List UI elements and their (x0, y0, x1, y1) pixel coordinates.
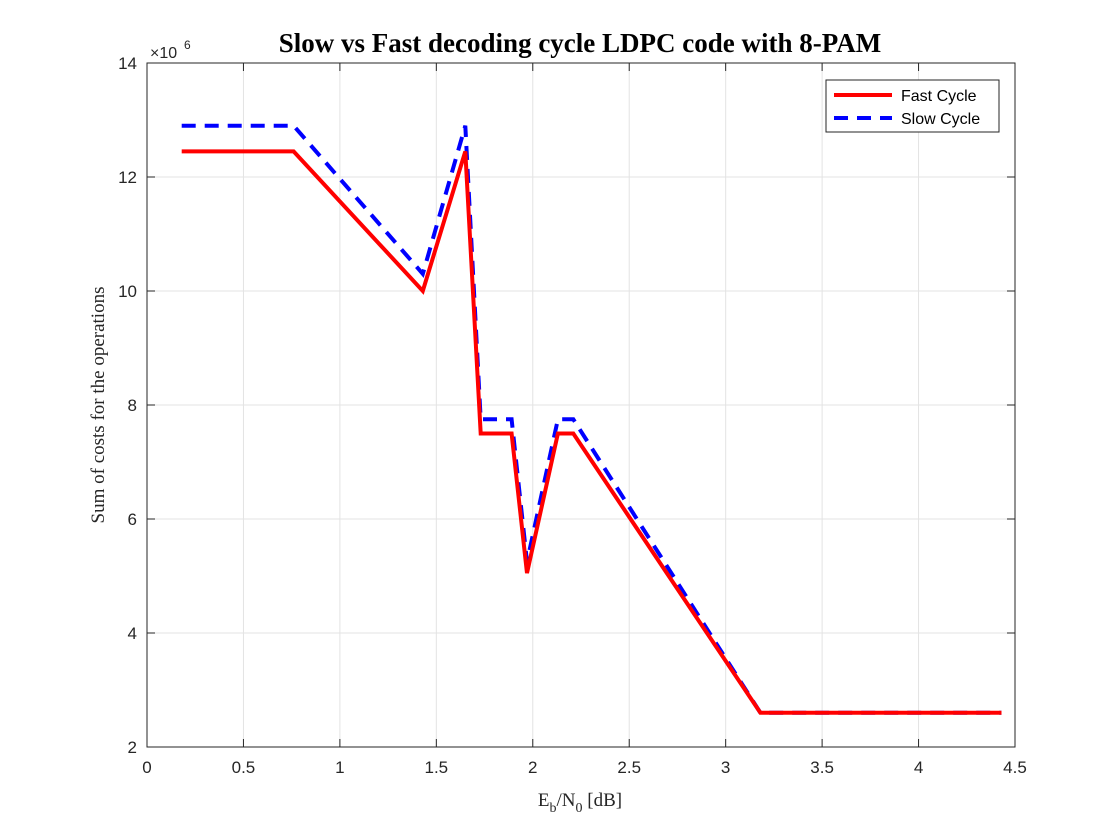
legend: Fast Cycle Slow Cycle (825, 79, 1000, 133)
axes: 0 0.5 1 1.5 2 2.5 3 3.5 4 4.5 2 4 6 8 10 12 14 (118, 54, 1027, 777)
x-tick-label: 1.5 (425, 758, 449, 777)
legend-label-fast-cycle: Fast Cycle (901, 88, 977, 105)
x-tick-label: 3.5 (810, 758, 834, 777)
x-tick-label: 3 (721, 758, 730, 777)
x-label-sub-0: 0 (576, 801, 583, 816)
y-tick-label: 12 (118, 168, 137, 187)
y-exponent-power: 6 (184, 38, 191, 52)
x-label-unit: [dB] (583, 790, 623, 811)
y-axis-exponent: ×10 6 (150, 38, 191, 62)
series-line-slow-cycle (181, 123, 1002, 715)
legend-box (825, 79, 1000, 133)
x-label-n: /N (557, 790, 576, 811)
chart-title: Slow vs Fast decoding cycle LDPC code wi… (279, 28, 881, 58)
series-layer (181, 123, 1002, 715)
x-axis-label: Eb/N0 [dB] (538, 790, 622, 816)
x-label-e: E (538, 790, 550, 811)
x-tick-label: 1 (335, 758, 344, 777)
y-tick-label: 2 (128, 738, 137, 757)
x-tick-label: 2 (528, 758, 537, 777)
y-tick-label: 4 (128, 624, 137, 643)
y-exponent-base: ×10 (150, 45, 177, 62)
y-tick-label: 8 (128, 396, 137, 415)
legend-label-slow-cycle: Slow Cycle (901, 111, 980, 128)
x-tick-label: 4 (914, 758, 923, 777)
x-tick-label: 0 (142, 758, 151, 777)
x-tick-label: 2.5 (617, 758, 641, 777)
series-line-fast-cycle (181, 149, 1002, 715)
y-axis-label: Sum of costs for the operations (88, 287, 109, 524)
x-label-sub-b: b (550, 801, 557, 816)
y-tick-label: 14 (118, 54, 137, 73)
y-tick-label: 6 (128, 510, 137, 529)
x-tick-label: 0.5 (232, 758, 256, 777)
x-tick-label: 4.5 (1003, 758, 1027, 777)
y-tick-label: 10 (118, 282, 137, 301)
